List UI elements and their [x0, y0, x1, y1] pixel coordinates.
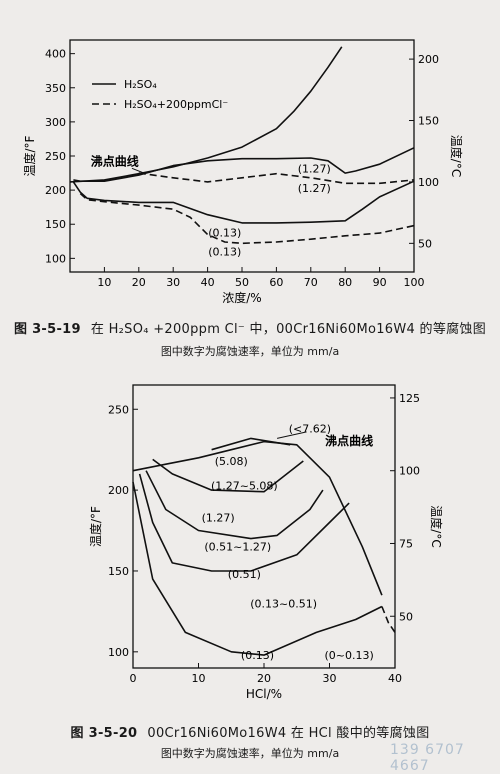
x-axis-label: 浓度/% [222, 290, 261, 305]
x-axis-label: HCl/% [246, 687, 282, 701]
series-line [73, 147, 415, 182]
boiling-curve-label: 沸点曲线 [325, 433, 373, 448]
legend-label: H₂SO₄ [124, 78, 157, 91]
y-tick-label-left: 100 [108, 646, 129, 659]
x-tick-label: 0 [130, 672, 137, 685]
series-line [132, 481, 383, 656]
y-axis-label-right: 温度/°C [429, 505, 444, 547]
x-tick-label: 80 [338, 276, 352, 289]
x-tick-label: 100 [404, 276, 425, 289]
y-tick-label-right: 50 [418, 237, 432, 250]
x-tick-label: 40 [201, 276, 215, 289]
y-tick-label-left: 400 [45, 48, 66, 61]
y-tick-label-right: 200 [418, 53, 439, 66]
y-tick-label-left: 250 [108, 403, 129, 416]
data-label: (0.13) [208, 246, 241, 259]
watermark: 139 6707 4667 [390, 742, 465, 774]
y-tick-label-left: 150 [108, 565, 129, 578]
y-tick-label-left: 100 [45, 252, 66, 265]
series-line [132, 440, 383, 596]
y-tick-label-right: 75 [399, 537, 413, 550]
x-tick-label: 30 [166, 276, 180, 289]
y-tick-label-left: 200 [108, 484, 129, 497]
x-tick-label: 60 [269, 276, 283, 289]
series-line [211, 437, 291, 451]
series-line [138, 473, 350, 572]
series-line [72, 180, 415, 224]
series-line [381, 606, 396, 633]
figure-subcaption-1: 图中数字为腐蚀速率，单位为 mm/a [160, 345, 340, 358]
legend-label: H₂SO₄+200ppmCl⁻ [124, 98, 228, 111]
data-label: (1.27~5.08) [211, 479, 278, 492]
y-tick-label-right: 150 [418, 115, 439, 128]
data-label: (0.13~0.51) [250, 597, 317, 610]
data-label: (0~0.13) [325, 649, 374, 662]
data-label: (0.13) [241, 649, 274, 662]
x-tick-label: 70 [304, 276, 318, 289]
x-tick-label: 10 [97, 276, 111, 289]
x-tick-label: 90 [373, 276, 387, 289]
y-tick-label-right: 125 [399, 392, 420, 405]
x-tick-label: 20 [257, 672, 271, 685]
chart-h2so4: 10 20 30 40 50 60 70 80 90 100 100 150 200 250 300 350 4… [22, 39, 464, 305]
figure-caption-1: 图 3-5-19 在 H₂SO₄ +200ppm Cl⁻ 中，00Cr16Ni60… [13, 322, 487, 337]
y-tick-label-left: 200 [45, 184, 66, 197]
x-tick-label: 40 [388, 672, 402, 685]
label-pointer [276, 431, 307, 439]
data-label: (1.27) [298, 182, 331, 195]
y-tick-label-left: 150 [45, 218, 66, 231]
series-line [152, 458, 304, 493]
series-line [79, 192, 415, 245]
y-axis-label-right: 温度/°C [449, 135, 464, 177]
data-label: (0.51~1.27) [204, 541, 271, 554]
y-tick-label-left: 300 [45, 116, 66, 129]
y-axis-label-left: 温度/°F [22, 135, 37, 176]
y-tick-label-right: 50 [399, 610, 413, 623]
chart-hcl: 0 10 20 30 40 100 150 200 250 50 75 100 125 HCl/% 温度/°… [88, 384, 444, 701]
x-tick-label: 30 [323, 672, 337, 685]
y-axis-label-left: 温度/°F [88, 506, 103, 547]
data-label: (1.27) [298, 162, 331, 175]
plot-frame [132, 384, 396, 669]
y-tick-label-right: 100 [399, 465, 420, 478]
boiling-curve-label: 沸点曲线 [91, 154, 139, 169]
boiling-curve-pointer [131, 167, 146, 175]
data-label: (1.27) [202, 512, 235, 525]
data-label: (0.51) [228, 568, 261, 581]
x-tick-label: 20 [132, 276, 146, 289]
series-line [138, 172, 415, 185]
series-line [145, 470, 324, 540]
y-tick-label-left: 350 [45, 82, 66, 95]
series-line [69, 46, 343, 183]
y-tick-label-right: 100 [418, 176, 439, 189]
x-tick-label: 50 [235, 276, 249, 289]
data-label: (5.08) [215, 455, 248, 468]
figure-caption-2: 图 3-5-20 00Cr16Ni60Mo16W4 在 HCl 酸中的等腐蚀图 [70, 726, 430, 741]
data-label: (<7.62) [289, 423, 331, 436]
data-label: (0.13) [208, 226, 241, 239]
x-tick-label: 10 [192, 672, 206, 685]
y-tick-label-left: 250 [45, 150, 66, 163]
figure-subcaption-2: 图中数字为腐蚀速率，单位为 mm/a [160, 747, 340, 760]
